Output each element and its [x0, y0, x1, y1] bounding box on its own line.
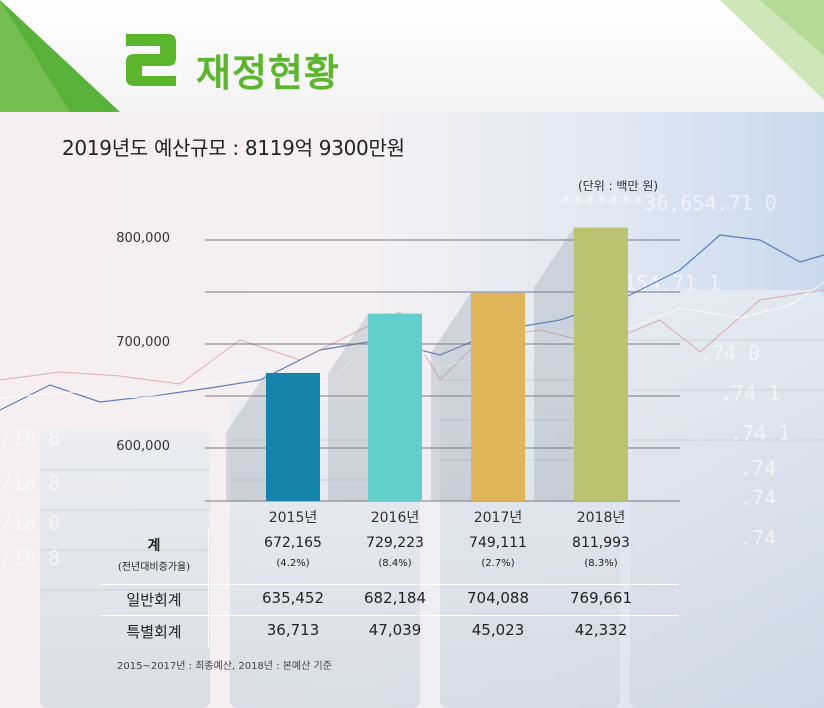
- row-header: 특별회계: [126, 623, 182, 641]
- bar-shadow: [534, 227, 574, 501]
- table-cell: 729,223: [366, 535, 424, 551]
- page-title: 재정현황: [196, 51, 340, 95]
- svg-text:.74 0: .74 0: [700, 341, 760, 365]
- number-badge-icon: [126, 34, 176, 86]
- table-divider: [208, 528, 209, 648]
- bar-shadow: [226, 372, 266, 501]
- svg-text:.74: .74: [740, 456, 776, 480]
- table-subcell: (4.2%): [276, 558, 310, 569]
- svg-text:.74: .74: [740, 526, 776, 550]
- table-cell: 42,332: [574, 621, 628, 639]
- y-tick-label: 700,000: [116, 335, 170, 350]
- table-divider: [100, 615, 678, 616]
- table-divider: [100, 584, 678, 585]
- footnote: 2015~2017년 : 최종예산, 2018년 : 본예산 기준: [117, 661, 332, 672]
- table-cell: 45,023: [471, 621, 525, 639]
- table-cell: 36,713: [266, 621, 320, 639]
- svg-text:.74 1: .74 1: [720, 381, 780, 405]
- table-cell: 749,111: [469, 535, 527, 551]
- table-subcell: (2.7%): [481, 558, 515, 569]
- x-tick-label: 2015년: [268, 510, 318, 526]
- table-cell: 682,184: [363, 589, 427, 607]
- row-header: 계: [147, 538, 161, 554]
- svg-text:*******36,654.71 0: *******36,654.71 0: [560, 191, 777, 215]
- svg-text:/18 8: /18 8: [0, 471, 60, 495]
- table-cell: 811,993: [572, 535, 630, 551]
- table-cell: 704,088: [466, 589, 530, 607]
- svg-text:/18 8: /18 8: [0, 426, 60, 450]
- y-tick-label: 600,000: [116, 439, 170, 454]
- table-cell: 47,039: [368, 621, 422, 639]
- bar-2018년: [574, 227, 628, 501]
- bar-shadow: [431, 292, 471, 501]
- bar-2017년: [471, 292, 525, 501]
- table-cell: 672,165: [264, 535, 322, 551]
- bar-2015년: [266, 372, 320, 501]
- svg-text:/18 8: /18 8: [0, 546, 60, 570]
- row-header: 일반회계: [126, 591, 182, 609]
- bar-2016년: [368, 313, 422, 501]
- x-tick-label: 2016년: [370, 510, 420, 526]
- budget-subtitle: 2019년도 예산규모 : 8119억 9300만원: [62, 136, 405, 160]
- x-tick-label: 2018년: [576, 510, 626, 526]
- svg-text:.74: .74: [740, 486, 776, 510]
- table-subcell: (8.3%): [584, 558, 618, 569]
- bar-shadow: [328, 313, 368, 501]
- table-cell: 769,661: [569, 589, 633, 607]
- svg-text:.74 1: .74 1: [730, 421, 790, 445]
- y-tick-label: 800,000: [116, 231, 170, 246]
- unit-note: (단위 : 백만 원): [578, 179, 659, 193]
- x-tick-label: 2017년: [473, 510, 523, 526]
- table-subcell: (8.4%): [378, 558, 412, 569]
- row-subheader: (전년대비증가율): [117, 562, 191, 573]
- svg-text:/18 0: /18 0: [0, 511, 60, 535]
- table-cell: 635,452: [261, 589, 325, 607]
